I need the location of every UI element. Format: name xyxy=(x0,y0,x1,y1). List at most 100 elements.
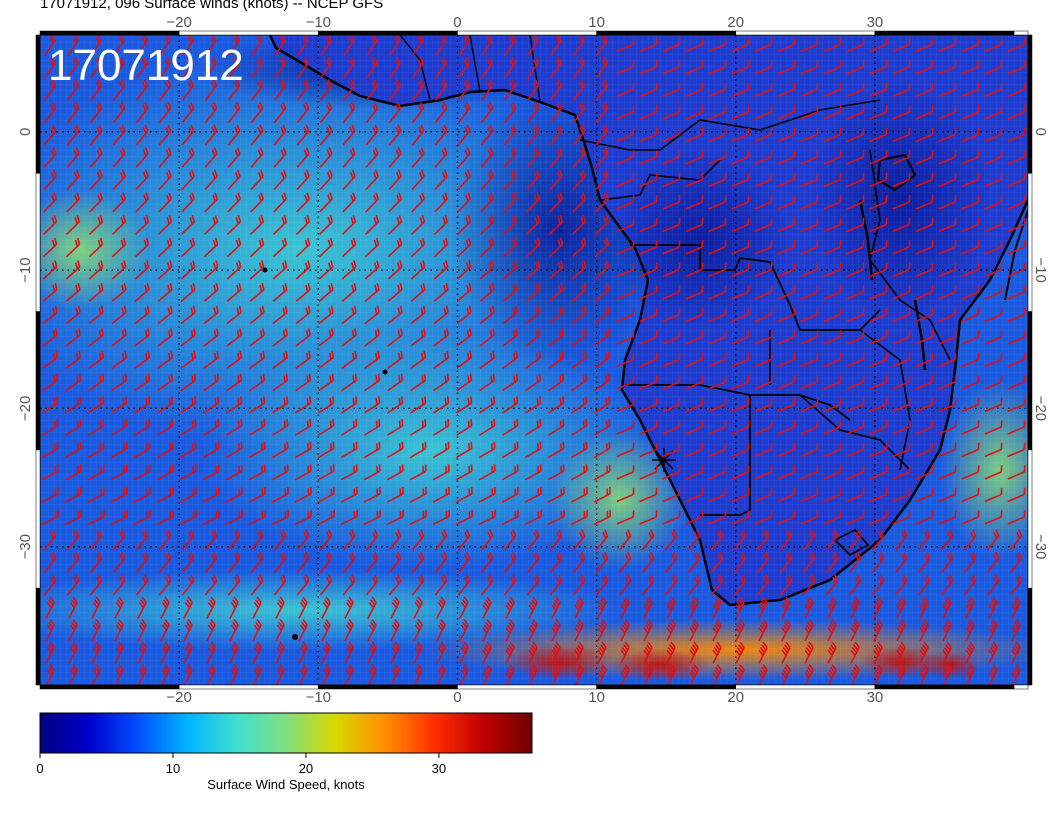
wind-barb xyxy=(800,420,819,435)
wind-barb xyxy=(526,574,540,596)
wind-barb xyxy=(892,420,911,435)
wind-barb xyxy=(549,147,563,168)
wind-barb xyxy=(341,260,357,280)
wind-barb xyxy=(547,464,565,481)
wind-barb xyxy=(662,330,681,345)
wind-barb xyxy=(662,262,681,278)
wind-barb xyxy=(317,509,335,526)
wind-barb xyxy=(662,442,681,458)
wind-barb xyxy=(180,373,197,392)
wind-barb xyxy=(341,328,357,347)
wind-barb xyxy=(388,529,402,551)
wind-barb xyxy=(387,282,403,302)
wind-barb xyxy=(387,260,403,280)
wind-barb xyxy=(869,487,888,503)
wind-barb xyxy=(275,596,285,619)
wind-barb xyxy=(66,79,80,101)
wind-barb xyxy=(758,596,768,619)
wind-barb xyxy=(620,664,630,685)
wind-barb xyxy=(666,596,676,619)
wind-barb xyxy=(363,441,381,459)
wind-barb xyxy=(295,282,311,302)
wind-barb xyxy=(777,150,796,165)
wind-barb xyxy=(157,260,173,280)
lake-tanganyika xyxy=(858,199,874,281)
wind-barb xyxy=(823,82,842,98)
wind-barb xyxy=(800,330,819,345)
wind-barb xyxy=(434,147,448,168)
wind-barb xyxy=(963,574,977,596)
lon-tick-label: 20 xyxy=(727,689,744,706)
wind-barb xyxy=(525,282,541,302)
wind-barb xyxy=(340,419,358,436)
wind-barb xyxy=(961,307,980,323)
wind-barb xyxy=(411,124,425,146)
wind-barb xyxy=(434,574,448,596)
wind-barb xyxy=(938,285,957,300)
wind-barb xyxy=(823,420,842,435)
wind-barb xyxy=(226,260,242,280)
wind-barb xyxy=(850,664,860,685)
wind-barb xyxy=(804,664,814,685)
wind-barb xyxy=(432,464,450,481)
frame-bar-left xyxy=(35,34,41,174)
wind-barb xyxy=(823,330,842,345)
wind-barb xyxy=(731,285,750,300)
wind-barb xyxy=(88,328,104,347)
wind-barb xyxy=(988,664,998,685)
lon-tick-label: 30 xyxy=(867,14,884,31)
wind-barb xyxy=(594,350,611,369)
wind-barb xyxy=(984,442,1003,458)
wind-barb xyxy=(436,596,446,619)
wind-barb xyxy=(915,307,934,323)
wind-barb xyxy=(594,373,611,392)
wind-barb xyxy=(708,262,727,278)
wind-barb xyxy=(846,375,865,390)
wind-barb xyxy=(112,215,127,235)
wind-barb xyxy=(390,619,400,642)
colorbar-tick-label: 0 xyxy=(36,761,43,776)
wind-barb xyxy=(754,60,773,75)
wind-barb xyxy=(846,330,865,345)
wind-barb xyxy=(616,127,635,143)
wind-barb xyxy=(919,664,929,685)
colorbar-tick-label: 20 xyxy=(299,761,313,776)
wind-barb xyxy=(45,619,55,642)
wind-barb xyxy=(873,596,883,619)
wind-barb xyxy=(733,552,747,574)
wind-barb xyxy=(367,641,377,664)
wind-barb xyxy=(363,464,381,481)
wind-barb xyxy=(183,664,193,685)
wind-barb xyxy=(273,102,287,124)
wind-barb xyxy=(65,282,81,302)
wind-barb xyxy=(685,195,704,210)
wind-barb xyxy=(250,124,264,146)
wind-barb xyxy=(113,35,125,56)
wind-barb xyxy=(754,352,773,368)
wind-barb xyxy=(986,574,1000,596)
wind-barb xyxy=(595,169,609,191)
wind-barb xyxy=(42,350,59,369)
wind-barb xyxy=(754,195,773,210)
wind-barb xyxy=(111,328,127,347)
wind-barb xyxy=(823,465,842,480)
wind-barb xyxy=(781,596,791,619)
wind-barb xyxy=(114,596,124,619)
wind-barb xyxy=(777,375,796,390)
wind-barb xyxy=(643,596,653,619)
wind-barb xyxy=(1007,375,1026,390)
wind-barb xyxy=(685,285,704,300)
wind-barb xyxy=(482,619,492,642)
wind-barb xyxy=(388,552,402,574)
wind-barb xyxy=(387,373,404,392)
wind-barb xyxy=(182,56,194,79)
wind-barb xyxy=(735,641,745,664)
wind-barb xyxy=(88,396,105,414)
wind-barb xyxy=(754,330,773,345)
wind-barb xyxy=(318,373,335,392)
wind-barb xyxy=(915,240,934,255)
wind-barb xyxy=(687,529,701,551)
wind-barb xyxy=(572,147,586,168)
wind-barb xyxy=(892,217,911,233)
wind-barb xyxy=(66,102,80,124)
